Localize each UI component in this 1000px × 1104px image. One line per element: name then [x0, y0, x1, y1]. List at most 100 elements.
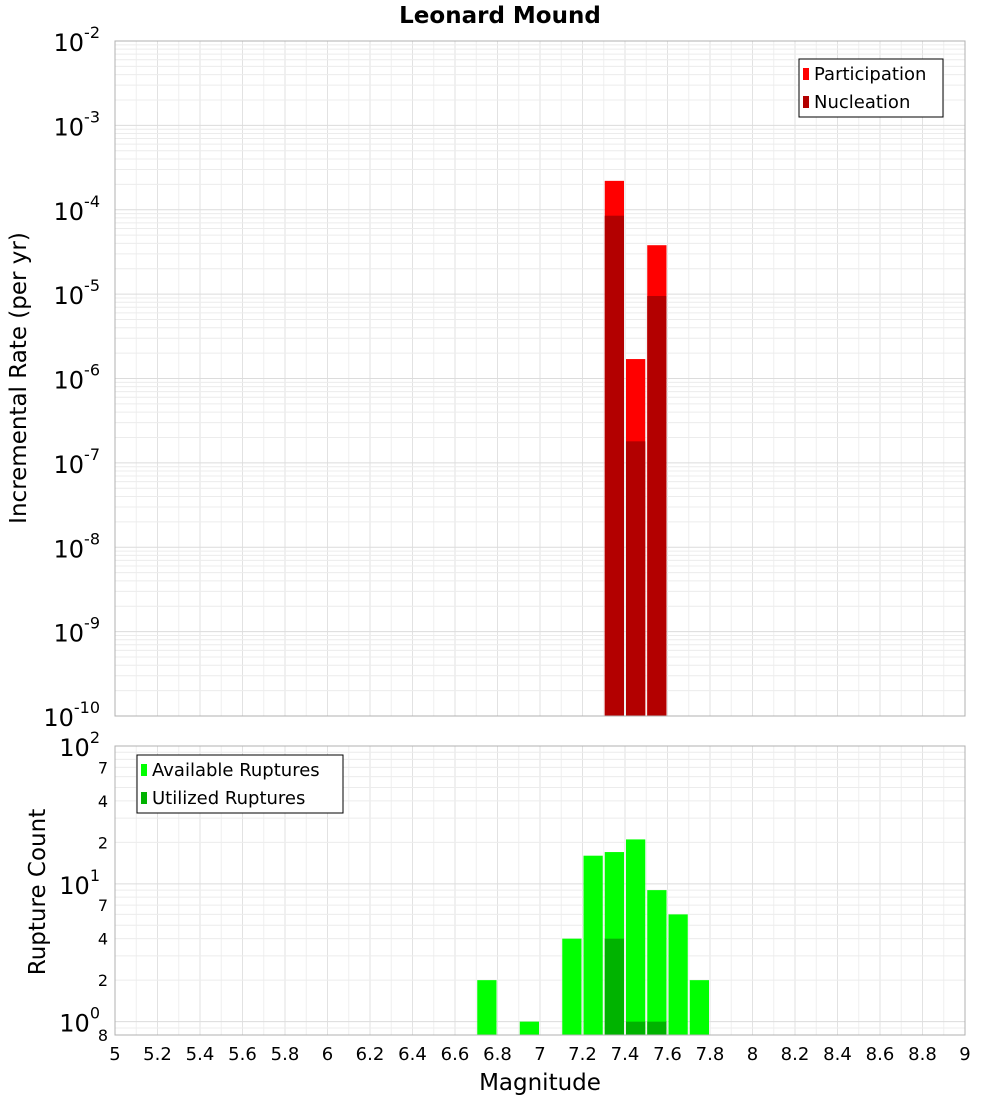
y-tick-label: 10-2 — [54, 23, 101, 57]
chart-title: Leonard Mound — [399, 3, 601, 29]
y-tick-base: 10 — [54, 620, 85, 648]
x-tick-label: 9 — [959, 1044, 970, 1065]
count-legend: Available Ruptures Utilized Ruptures — [136, 754, 344, 814]
legend-entry-label: Nucleation — [814, 92, 910, 113]
y-tick-label: 10-5 — [54, 276, 101, 310]
y-tick-base: 10 — [54, 113, 85, 141]
legend-box — [798, 58, 944, 118]
y-tick-minor-label: 7 — [98, 758, 108, 777]
y-tick-label: 10-3 — [54, 107, 101, 141]
y-tick-base: 10 — [59, 872, 90, 900]
y-tick-minor-label: 7 — [98, 896, 108, 915]
y-tick-minor-label: 4 — [98, 930, 108, 949]
rate-bars — [604, 180, 667, 717]
x-tick-label: 8.2 — [781, 1044, 810, 1065]
y-tick-minor-label: 8 — [98, 1026, 108, 1045]
x-tick-label: 5.6 — [228, 1044, 257, 1065]
y-tick-exponent: -9 — [84, 614, 100, 633]
rate-grid — [114, 40, 966, 717]
count-bar-available-ruptures — [477, 980, 497, 1035]
y-tick-label: 10-9 — [54, 614, 101, 648]
y-tick-minor-label: 2 — [98, 971, 108, 990]
y-tick-exponent: 2 — [90, 728, 100, 747]
rate-bar-nucleation — [626, 441, 646, 716]
y-tick-exponent: -2 — [84, 23, 100, 42]
count-bar-available-ruptures — [626, 839, 646, 1035]
y-tick-minor-label: 4 — [98, 792, 108, 811]
y-tick-exponent: -6 — [84, 361, 100, 380]
rate-y-axis-label: Incremental Rate (per yr) — [6, 232, 32, 524]
x-tick-label: 5.8 — [271, 1044, 300, 1065]
count-y-axis-label: Rupture Count — [25, 809, 51, 975]
x-tick-label: 8.6 — [866, 1044, 895, 1065]
x-tick-label: 8.8 — [908, 1044, 937, 1065]
y-tick-base: 10 — [59, 1010, 90, 1038]
y-tick-exponent: -4 — [84, 192, 100, 211]
y-tick-base: 10 — [43, 704, 74, 732]
y-tick-exponent: 0 — [90, 1004, 100, 1023]
y-tick-label: 10-6 — [54, 361, 101, 395]
x-tick-label: 6.8 — [483, 1044, 512, 1065]
y-tick-exponent: -5 — [84, 276, 100, 295]
x-tick-label: 5.4 — [186, 1044, 215, 1065]
rate-bar-nucleation — [647, 296, 667, 716]
y-tick-exponent: -3 — [84, 107, 100, 126]
x-tick-label: 5 — [109, 1044, 120, 1065]
x-tick-label: 7.4 — [611, 1044, 640, 1065]
legend-box — [136, 754, 344, 814]
x-tick-label: 8 — [747, 1044, 758, 1065]
y-tick-minor-label: 2 — [98, 833, 108, 852]
x-tick-label: 7 — [534, 1044, 545, 1065]
y-tick-label: 10-10 — [43, 698, 100, 732]
y-tick-label: 10-4 — [54, 192, 101, 226]
y-tick-label: 102 — [59, 728, 100, 762]
legend-swatch — [803, 68, 809, 80]
count-bars — [477, 839, 709, 1035]
y-tick-label: 10-7 — [54, 445, 101, 479]
count-bar-available-ruptures — [562, 938, 582, 1035]
y-tick-label: 100 — [59, 1004, 100, 1038]
x-axis-label: Magnitude — [479, 1070, 601, 1096]
y-tick-label: 10-8 — [54, 529, 101, 563]
count-bar-utilized-ruptures — [626, 1021, 646, 1035]
count-bar-available-ruptures — [519, 1021, 539, 1035]
y-tick-exponent: -10 — [74, 698, 100, 717]
y-tick-exponent: -8 — [84, 529, 100, 548]
count-bar-available-ruptures — [668, 914, 688, 1035]
y-tick-base: 10 — [54, 451, 85, 479]
count-grid — [114, 745, 966, 1036]
x-tick-label: 6.4 — [398, 1044, 427, 1065]
rate-legend: Participation Nucleation — [798, 58, 944, 118]
y-tick-base: 10 — [54, 198, 85, 226]
legend-entry-label: Utilized Ruptures — [152, 788, 305, 809]
count-bar-available-ruptures — [647, 890, 667, 1035]
y-tick-exponent: 1 — [90, 866, 100, 885]
legend-entry-label: Participation — [814, 64, 926, 85]
x-tick-label: 8.4 — [823, 1044, 852, 1065]
legend-swatch — [803, 96, 809, 108]
x-tick-label: 6.2 — [356, 1044, 385, 1065]
count-bar-available-ruptures — [689, 980, 709, 1035]
legend-swatch — [141, 764, 147, 776]
y-tick-exponent: -7 — [84, 445, 100, 464]
legend-entry-label: Available Ruptures — [152, 760, 320, 781]
rate-bar-nucleation — [604, 215, 624, 717]
x-tick-label: 6.6 — [441, 1044, 470, 1065]
x-tick-label: 7.2 — [568, 1044, 597, 1065]
x-ticks: 5 5.2 5.4 5.6 5.8 6 6.2 6.4 6.6 6.8 7 7.2 7.4 7.6 7.8 8… — [109, 1044, 970, 1065]
y-tick-base: 10 — [59, 734, 90, 762]
y-tick-base: 10 — [54, 535, 85, 563]
y-tick-base: 10 — [54, 282, 85, 310]
y-tick-base: 10 — [54, 367, 85, 395]
count-plot-frame — [114, 745, 966, 1036]
y-tick-base: 10 — [54, 29, 85, 57]
x-tick-label: 7.6 — [653, 1044, 682, 1065]
legend-swatch — [141, 792, 147, 804]
count-bar-utilized-ruptures — [647, 1021, 667, 1035]
count-bar-available-ruptures — [583, 855, 603, 1035]
